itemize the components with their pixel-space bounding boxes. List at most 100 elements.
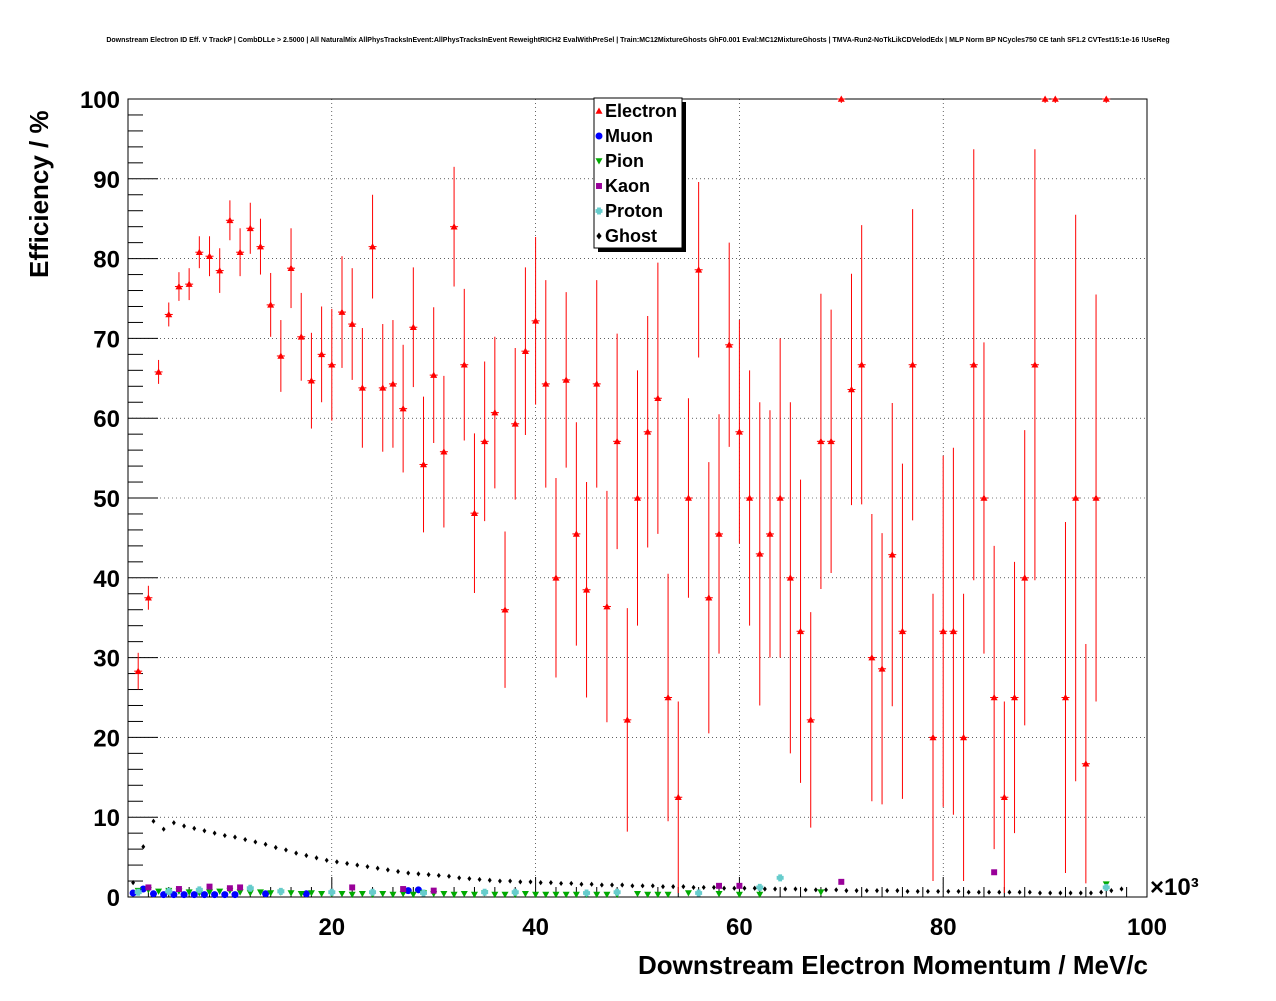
data-point-electron: [746, 494, 754, 501]
data-point-electron: [735, 428, 743, 435]
data-point-ghost: [457, 875, 462, 881]
data-point-ghost: [783, 886, 788, 892]
data-point-electron: [858, 361, 866, 368]
data-point-ghost: [1109, 888, 1114, 894]
data-point-electron: [552, 574, 560, 581]
data-point-electron: [338, 308, 346, 315]
data-point-ghost: [477, 876, 482, 883]
data-point-pion: [654, 891, 662, 899]
data-point-proton: [481, 888, 489, 896]
data-point-proton: [165, 887, 173, 895]
data-point-ghost: [946, 888, 951, 895]
legend-marker-muon: [595, 132, 603, 140]
data-point-electron: [348, 320, 356, 327]
data-point-ghost: [467, 876, 472, 882]
data-point-ghost: [752, 885, 757, 891]
data-point-electron: [155, 368, 163, 375]
data-point-pion: [348, 891, 356, 899]
y-tick-label: 50: [93, 486, 120, 513]
data-point-electron: [420, 460, 428, 468]
data-point-ghost: [711, 884, 716, 891]
data-point-proton: [246, 884, 254, 892]
data-point-pion: [379, 891, 387, 898]
data-point-muon: [190, 891, 198, 899]
data-point-ghost: [487, 877, 492, 883]
legend-label-kaon: Kaon: [605, 176, 650, 196]
data-point-ghost: [905, 888, 910, 895]
series-electron: [134, 95, 1111, 894]
data-point-ghost: [599, 882, 604, 888]
data-point-electron: [450, 223, 458, 230]
y-tick-label: 0: [107, 885, 120, 912]
data-point-pion: [501, 891, 509, 899]
y-tick-label: 100: [80, 87, 120, 114]
data-point-pion: [206, 889, 214, 896]
series-kaon: [145, 869, 998, 894]
data-point-electron: [634, 494, 641, 501]
data-point-electron: [379, 384, 387, 391]
data-point-pion: [267, 890, 275, 897]
data-point-pion: [297, 891, 305, 898]
data-point-electron: [960, 733, 968, 741]
data-point-electron: [287, 264, 295, 271]
data-point-electron: [318, 350, 326, 358]
data-point-ghost: [171, 820, 176, 826]
data-point-ghost: [925, 888, 930, 895]
data-point-ghost: [681, 884, 686, 890]
data-point-electron: [776, 494, 784, 501]
x-axis-multiplier: ×10³: [1150, 874, 1199, 901]
data-point-proton: [756, 883, 764, 891]
data-point-ghost: [742, 885, 747, 891]
data-point-ghost: [233, 834, 237, 840]
y-tick-label: 90: [93, 167, 120, 194]
y-tick-label: 80: [93, 247, 120, 274]
data-point-ghost: [182, 823, 186, 829]
data-point-electron: [491, 409, 499, 416]
data-point-electron: [216, 267, 224, 274]
data-point-proton: [328, 888, 336, 896]
data-point-electron: [562, 376, 570, 383]
data-point-pion: [756, 891, 764, 899]
data-point-ghost: [671, 884, 676, 890]
legend-marker-electron: [595, 107, 603, 114]
data-point-pion: [409, 891, 417, 899]
data-point-electron: [644, 428, 652, 435]
data-point-electron: [369, 243, 377, 250]
data-point-electron: [399, 405, 407, 412]
data-point-ghost: [243, 836, 248, 843]
data-point-pion: [572, 891, 580, 899]
data-point-electron: [236, 248, 244, 256]
data-point-electron: [470, 509, 478, 516]
data-point-ghost: [1068, 890, 1073, 896]
data-point-ghost: [304, 852, 309, 859]
data-point-pion: [287, 890, 295, 897]
data-point-ghost: [436, 872, 441, 879]
data-point-ghost: [895, 888, 900, 894]
data-point-pion: [593, 891, 601, 899]
legend-label-muon: Muon: [605, 126, 653, 146]
data-point-ghost: [610, 882, 614, 888]
data-point-ghost: [253, 839, 258, 845]
legend-label-electron: Electron: [605, 101, 677, 121]
data-point-ghost: [334, 859, 339, 865]
data-point-ghost: [212, 830, 217, 836]
data-point-electron: [1000, 793, 1008, 801]
data-point-muon: [302, 890, 310, 898]
data-point-ghost: [915, 888, 920, 895]
x-tick-label: 80: [930, 914, 957, 941]
data-point-electron: [898, 627, 906, 635]
data-point-proton: [1102, 883, 1110, 891]
data-point-electron: [603, 603, 611, 610]
data-point-pion: [256, 889, 264, 896]
data-point-ghost: [406, 870, 411, 876]
data-point-ghost: [141, 844, 146, 850]
data-point-electron: [909, 361, 917, 368]
data-point-ghost: [192, 825, 197, 831]
data-point-electron: [542, 380, 550, 387]
data-point-pion: [338, 891, 346, 898]
data-point-electron: [501, 606, 509, 613]
data-point-electron: [817, 437, 825, 445]
data-layer: [129, 95, 1124, 899]
data-point-ghost: [966, 889, 971, 895]
data-point-electron: [1021, 574, 1029, 581]
